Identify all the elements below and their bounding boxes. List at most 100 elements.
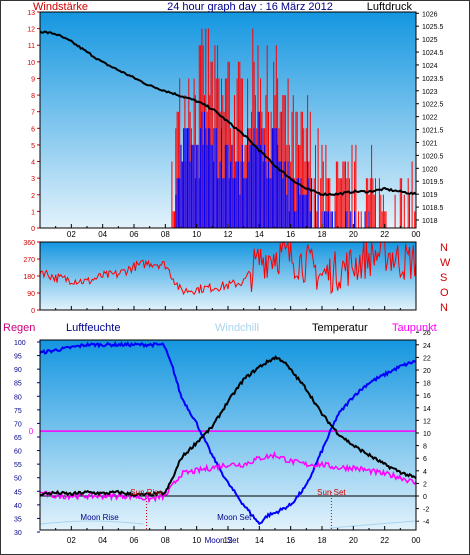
- dewpoint-line: [39, 450, 417, 504]
- temperature-y-tick-label: 20: [423, 368, 431, 375]
- pressure-y-tick-label: 1023.5: [422, 76, 444, 83]
- moon-set-annotation: Moon Set: [217, 513, 252, 522]
- humidity-y-tick-label: 55: [14, 462, 22, 469]
- x-tick-label: 02: [67, 230, 76, 239]
- temperature-y-tick-label: 4: [423, 469, 427, 476]
- wind-y-tick-label: 9: [31, 76, 35, 83]
- wind-y-tick-label: 2: [31, 193, 35, 200]
- pressure-y-tick-label: 1020.5: [422, 153, 444, 160]
- pressure-y-tick-label: 1026: [422, 11, 438, 18]
- humidity-y-tick-label: 60: [14, 449, 22, 456]
- wind-y-tick-label: 8: [31, 93, 35, 100]
- x-tick-label: 00: [412, 230, 421, 239]
- pressure-line: [39, 30, 417, 197]
- temperature-y-tick-label: -4: [423, 519, 429, 526]
- x-tick-label: 20: [349, 536, 358, 545]
- graph-title: 24 hour graph day : 16 März 2012: [167, 1, 333, 13]
- direction-y-tick-label: 270: [23, 257, 35, 264]
- x-tick-label: 20: [349, 230, 358, 239]
- wind-gust-spikes: [175, 111, 370, 228]
- wind-direction-plot-area: [40, 242, 416, 310]
- temperature-y-tick-label: 18: [423, 381, 431, 388]
- temperature-y-tick-label: 0: [423, 494, 427, 501]
- legend-temperature: Temperatur: [312, 322, 368, 334]
- humidity-y-tick-label: 75: [14, 408, 22, 415]
- humidity-y-tick-label: 30: [14, 530, 22, 537]
- pressure-y-tick-label: 1022: [422, 115, 438, 122]
- wind-y-tick-label: 4: [31, 160, 35, 167]
- x-tick-label: 10: [192, 230, 201, 239]
- compass-label: W: [440, 257, 451, 269]
- humidity-y-tick-label: 40: [14, 503, 22, 510]
- compass-label: N: [440, 302, 448, 314]
- humidity-y-tick-label: 80: [14, 394, 22, 401]
- legend-rain: Regen: [3, 322, 35, 334]
- x-tick-label: 10: [192, 536, 201, 545]
- x-tick-label: 06: [130, 536, 139, 545]
- left-title-wind-strength: Windstärke: [33, 1, 88, 13]
- x-tick-label: 00: [412, 536, 421, 545]
- pressure-y-tick-label: 1018.5: [422, 205, 444, 212]
- pressure-y-tick-label: 1019.5: [422, 179, 444, 186]
- x-tick-label: 16: [286, 230, 295, 239]
- humidity-y-tick-label: 85: [14, 381, 22, 388]
- x-tick-label: 04: [98, 536, 107, 545]
- x-tick-label: 08: [161, 230, 170, 239]
- moon-rise-curve: [329, 520, 418, 529]
- pressure-y-tick-label: 1025.5: [422, 24, 444, 31]
- x-tick-label: 14: [255, 536, 264, 545]
- right-title-pressure: Luftdruck: [367, 1, 413, 13]
- temperature-y-tick-label: 2: [423, 481, 427, 488]
- humidity-y-tick-label: 70: [14, 421, 22, 428]
- temperature-y-tick-label: -2: [423, 507, 429, 514]
- x-tick-label: 02: [67, 536, 76, 545]
- moon-path-curve: [39, 520, 144, 525]
- moon-rise-annotation: Moon Rise: [80, 513, 119, 522]
- temperature-line: [39, 355, 417, 498]
- temperature-y-tick-label: 6: [423, 456, 427, 463]
- humidity-y-tick-label: 50: [14, 476, 22, 483]
- wind-y-tick-label: 12: [27, 27, 35, 34]
- plot-border: [39, 339, 417, 531]
- wind-y-tick-label: 11: [28, 43, 35, 50]
- wind-y-tick-label: 3: [31, 176, 35, 183]
- plot-border: [39, 11, 417, 229]
- x-tick-label: 16: [286, 536, 295, 545]
- temperature-y-tick-label: 14: [423, 406, 431, 413]
- wind-y-tick-label: 13: [27, 10, 35, 17]
- temperature-y-tick-label: 26: [423, 330, 431, 337]
- moon-set-axis-label: Moon Set: [205, 536, 240, 545]
- temperature-y-tick-label: 24: [423, 343, 431, 350]
- x-tick-label: 04: [98, 230, 107, 239]
- rain-zero-label: 0: [29, 427, 34, 436]
- x-tick-label: 14: [255, 230, 264, 239]
- x-tick-label: 22: [380, 536, 389, 545]
- x-tick-label: 12: [224, 536, 233, 545]
- sun-rise-annotation: Sun Rise: [130, 488, 163, 497]
- humidity-y-tick-label: 90: [14, 367, 22, 374]
- humidity-y-tick-label: 100: [14, 340, 26, 347]
- wind-y-tick-label: 10: [27, 60, 35, 67]
- temperature-y-tick-label: 22: [423, 355, 431, 362]
- pressure-y-tick-label: 1021: [422, 140, 438, 147]
- temperature-y-tick-label: 12: [423, 418, 431, 425]
- wind-y-tick-label: 1: [31, 209, 35, 216]
- wind-direction-line: [39, 241, 417, 296]
- wind-y-tick-label: 6: [31, 126, 35, 133]
- humidity-y-tick-label: 35: [14, 516, 22, 523]
- sun-set-annotation: Sun Set: [317, 488, 346, 497]
- temperature-y-tick-label: 10: [423, 431, 431, 438]
- pressure-y-tick-label: 1025: [422, 37, 438, 44]
- direction-y-tick-label: 360: [23, 240, 35, 247]
- direction-y-tick-label: 90: [27, 291, 35, 298]
- x-tick-label: 06: [130, 230, 139, 239]
- direction-y-tick-label: 0: [31, 308, 35, 315]
- temperature-y-tick-label: 8: [423, 444, 427, 451]
- temperature-y-tick-label: 16: [423, 393, 431, 400]
- x-tick-label: 18: [318, 536, 327, 545]
- humidity-temperature-panel: 3035404550556065707580859095100-4-202468…: [14, 330, 431, 545]
- compass-label: O: [440, 287, 449, 299]
- humidity-y-tick-label: 65: [14, 435, 22, 442]
- compass-label: N: [440, 242, 448, 254]
